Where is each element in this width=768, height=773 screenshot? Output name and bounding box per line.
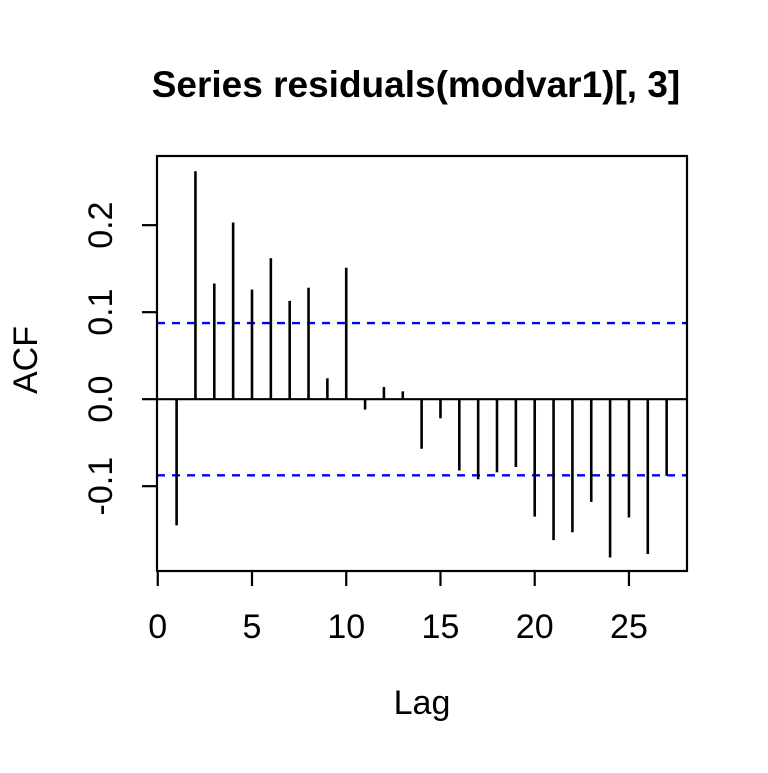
- y-tick-label--0.1: -0.1: [82, 457, 120, 516]
- y-tick-label-0.1: 0.1: [82, 289, 120, 336]
- plot-title: Series residuals(modvar1)[, 3]: [152, 64, 681, 105]
- x-axis-label: Lag: [394, 684, 451, 722]
- x-tick-label-5: 5: [243, 608, 262, 646]
- x-tick-label-0: 0: [148, 608, 167, 646]
- y-tick-label-0.0: 0.0: [82, 376, 120, 423]
- y-axis: 0.2 0.1 0.0 -0.1: [82, 202, 157, 516]
- y-axis-label: ACF: [7, 326, 45, 394]
- y-tick-label-0.2: 0.2: [82, 202, 120, 249]
- x-tick-label-20: 20: [516, 608, 554, 646]
- plot-border-group: [155, 154, 689, 573]
- x-tick-label-25: 25: [610, 608, 648, 646]
- x-tick-label-15: 15: [422, 608, 460, 646]
- plot-border: [155, 154, 689, 573]
- confidence-interval-lines: [157, 321, 687, 477]
- x-axis: 0 5 10 15 20 25: [148, 571, 648, 646]
- acf-bars: [175, 171, 668, 558]
- x-tick-label-10: 10: [327, 608, 365, 646]
